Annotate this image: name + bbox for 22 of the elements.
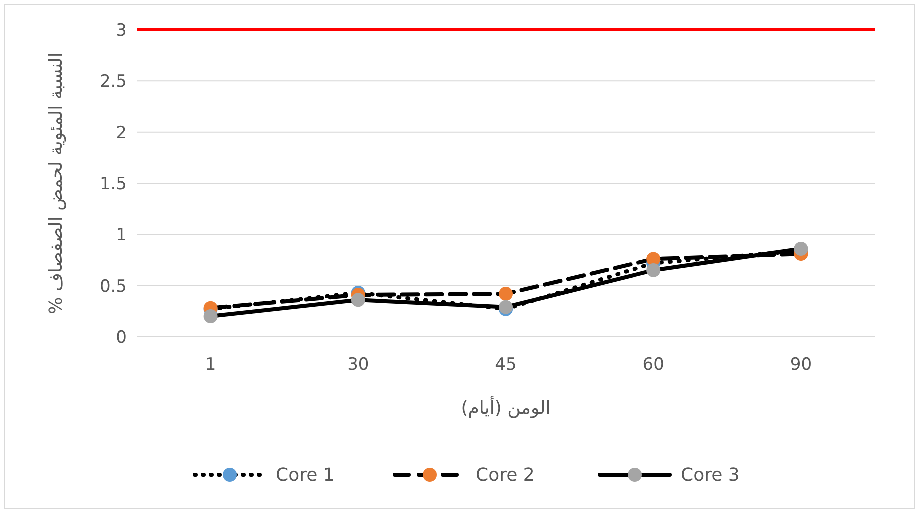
y-tick-label: 0: [116, 328, 127, 348]
y-tick-label: 1: [116, 226, 127, 246]
point: [204, 310, 218, 324]
point: [351, 293, 366, 308]
point: [794, 242, 808, 256]
x-tick-label: 30: [348, 355, 370, 375]
x-tick-label: 45: [495, 355, 517, 375]
y-tick-label: 0.5: [100, 276, 127, 297]
y-tick-label: 3: [116, 21, 127, 41]
point: [646, 263, 661, 278]
y-axis-title: النسبة المئوية لحمض الصفصاف %: [46, 52, 67, 314]
y-tick-label: 2.5: [100, 72, 127, 92]
x-tick-label: 1: [205, 355, 216, 375]
y-tick-label: 1.5: [100, 174, 127, 194]
y-tick-label: 2: [116, 123, 127, 144]
point: [499, 287, 513, 302]
x-tick-label: 60: [642, 355, 664, 375]
x-tick-label: 90: [790, 355, 812, 375]
x-axis-title: الومن (أيام): [461, 396, 551, 419]
legend-label: Core 2: [476, 465, 535, 486]
legend-label: Core 1: [276, 465, 335, 486]
legend-label: Core 3: [681, 465, 740, 486]
